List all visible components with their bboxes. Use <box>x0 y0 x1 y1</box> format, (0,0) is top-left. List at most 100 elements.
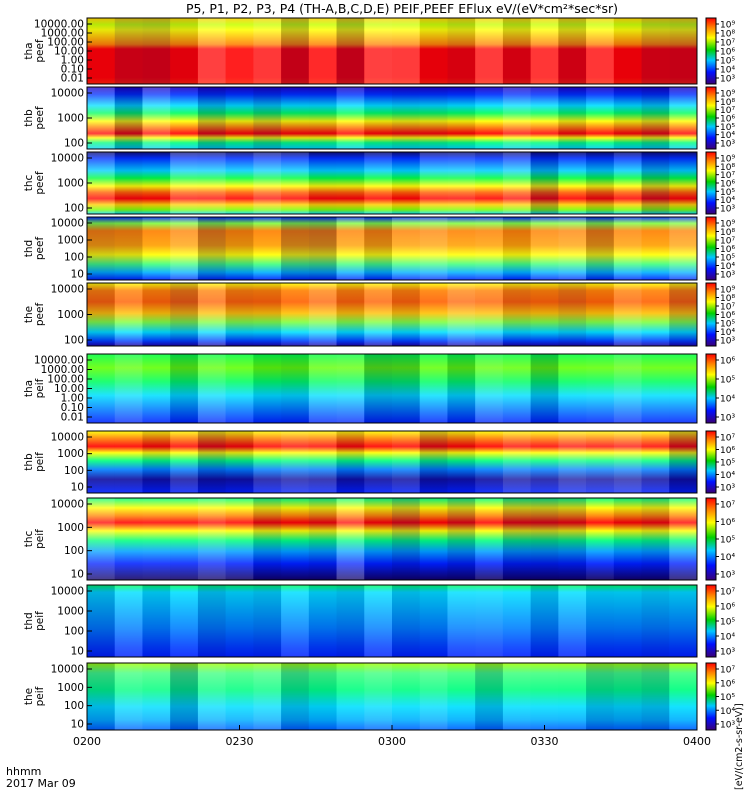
panel-ylabel: thb <box>23 453 35 471</box>
spectrogram-image <box>87 585 697 657</box>
y-tick-label: 10 <box>71 569 84 581</box>
x-tick-label: 0200 <box>73 735 101 748</box>
y-tick-label: 10 <box>71 482 84 494</box>
time-column <box>586 18 614 84</box>
colorbar-tick-label: 10⁶ <box>720 180 735 190</box>
colorbar-tick-label: 10⁵ <box>720 536 735 546</box>
spectrogram-image <box>87 283 697 346</box>
colorbar-tick-label: 10⁶ <box>720 311 735 321</box>
panel-ylabel: the <box>23 306 35 323</box>
colorbar-tick-label: 10⁷ <box>720 666 735 676</box>
panel-ylabel: thc <box>23 531 35 548</box>
time-column <box>364 431 392 493</box>
y-tick-label: 10 <box>71 646 84 658</box>
colorbar-tick-label: 10⁷ <box>720 171 735 181</box>
time-column <box>392 152 420 214</box>
time-column <box>170 87 198 149</box>
time-column <box>308 152 337 214</box>
time-column <box>419 498 448 580</box>
time-column <box>308 87 337 149</box>
time-column <box>669 585 697 657</box>
time-column <box>447 354 476 423</box>
colorbar-tick-label: 10⁴ <box>720 131 735 141</box>
time-column <box>142 354 171 423</box>
y-tick-label: 1000.00 <box>41 364 84 376</box>
time-column <box>475 498 503 580</box>
time-column <box>253 217 282 280</box>
colorbar <box>705 151 717 215</box>
time-column <box>419 663 448 730</box>
x-tick-label: 0330 <box>531 735 559 748</box>
colorbar-unit-label: [eV/(cm2-s-sr-eV)] <box>734 703 745 790</box>
time-column <box>613 431 642 493</box>
spectrogram-panel: 10000 1000 100 10 thd peef 10⁹10⁸10⁷10⁶10⁵10⁴1… <box>23 216 735 281</box>
x-tick-label: 0230 <box>226 735 254 748</box>
spectrogram-image <box>87 152 697 214</box>
time-column <box>170 354 198 423</box>
time-column <box>336 431 365 493</box>
time-column <box>558 585 587 657</box>
y-tick-label: 1000 <box>57 606 84 618</box>
panel-ylabel: peif <box>34 452 46 472</box>
y-tick-label: 10000 <box>51 153 84 165</box>
colorbar <box>705 497 717 581</box>
panel-frame <box>86 216 698 281</box>
time-column <box>225 354 254 423</box>
time-column <box>308 663 337 730</box>
time-column <box>336 283 365 346</box>
colorbar-tick-label: 10⁴ <box>720 196 735 206</box>
time-column <box>447 498 476 580</box>
time-column <box>475 431 503 493</box>
time-column <box>502 18 531 84</box>
time-column <box>308 283 337 346</box>
time-column <box>114 217 143 280</box>
colorbar-tick-label: 10⁵ <box>720 123 735 133</box>
time-column <box>197 354 226 423</box>
time-column <box>364 663 392 730</box>
colorbar-tick-label: 10⁸ <box>720 228 735 238</box>
panel-ylabel: peef <box>34 106 46 130</box>
y-tick-label: 1.00 <box>61 55 84 67</box>
time-column <box>558 217 587 280</box>
time-column <box>502 87 531 149</box>
colorbar <box>705 86 717 150</box>
time-column <box>586 87 614 149</box>
time-column <box>641 431 670 493</box>
colorbar-tick-label: 10⁵ <box>720 254 735 264</box>
time-column <box>447 663 476 730</box>
time-column <box>586 585 614 657</box>
y-tick-label: 1000 <box>57 682 84 694</box>
time-column <box>281 354 309 423</box>
colorbar-tick-label: 10⁹ <box>720 155 735 165</box>
time-column <box>253 152 282 214</box>
y-tick-label: 100 <box>64 252 84 264</box>
time-column <box>336 87 365 149</box>
time-column <box>87 498 115 580</box>
time-column <box>475 585 503 657</box>
time-column <box>142 431 171 493</box>
time-column <box>308 431 337 493</box>
colorbar <box>705 584 717 658</box>
y-tick-label: 10000 <box>51 218 84 230</box>
time-column <box>530 217 559 280</box>
time-column <box>336 354 365 423</box>
spectrogram-panel: 10000 1000 100 10 thc peif 10⁷ 10⁶ 10⁵ 10⁴ 10³ <box>23 497 735 581</box>
time-column <box>87 585 115 657</box>
figure-title: P5, P1, P2, P3, P4 (TH-A,B,C,D,E) PEIF,P… <box>186 1 618 16</box>
time-column <box>530 354 559 423</box>
colorbar-tick-label: 10⁷ <box>720 237 735 247</box>
colorbar-tick-label: 10⁹ <box>720 21 735 31</box>
spectrogram-panel: 10000 1000 100 10 thd peif 10⁷ 10⁶ 10⁵ 10⁴ 10³ <box>23 584 735 658</box>
colorbar <box>705 430 717 494</box>
time-column <box>475 217 503 280</box>
time-column <box>392 354 420 423</box>
colorbar-tick-label: 10⁴ <box>720 66 735 76</box>
time-column <box>197 87 226 149</box>
spectrogram-image <box>87 217 697 280</box>
time-column <box>475 663 503 730</box>
time-column <box>558 152 587 214</box>
colorbar <box>705 353 717 424</box>
time-column <box>364 498 392 580</box>
